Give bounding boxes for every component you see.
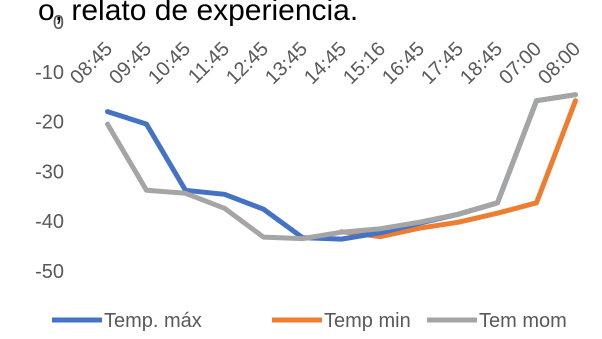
- y-tick-label: 0: [53, 12, 64, 34]
- x-tick-label: 08:45: [66, 38, 117, 89]
- x-tick-label: 11:45: [184, 38, 234, 88]
- x-tick-label: 18:45: [456, 38, 507, 89]
- series-line-3: [105, 92, 578, 242]
- y-tick-label: -20: [35, 112, 64, 134]
- x-tick-label: 10:45: [144, 38, 195, 89]
- x-tick-label: 17:45: [417, 38, 468, 89]
- x-tick-label: 13:45: [261, 38, 312, 89]
- x-tick-label: 15:16: [339, 38, 390, 89]
- y-axis-ticks: 0 -10 -20 -30 -40 -50: [35, 12, 64, 283]
- y-tick-label: -40: [35, 211, 64, 233]
- y-tick-label: -30: [35, 161, 64, 183]
- series-line-2: [339, 98, 578, 240]
- x-axis-ticks: 08:4509:4510:4511:4512:4513:4514:4515:16…: [66, 38, 585, 89]
- x-tick-label: 07:00: [495, 38, 546, 89]
- legend-label: Temp. máx: [104, 310, 202, 332]
- legend: Temp. máx Temp min Tem mom: [52, 310, 567, 332]
- series-line-1: [105, 92, 578, 242]
- x-tick-label: 16:45: [378, 38, 429, 89]
- x-tick-label: 12:45: [222, 38, 273, 89]
- y-tick-label: -10: [35, 62, 64, 84]
- legend-label: Temp min: [324, 310, 411, 332]
- x-tick-label: 08:00: [534, 38, 585, 89]
- legend-label: Tem mom: [479, 310, 567, 332]
- chart-title: o, relato de experiencia.: [38, 0, 358, 27]
- x-tick-label: 09:45: [105, 38, 156, 89]
- series-lines: [105, 92, 578, 242]
- x-tick-label: 14:45: [300, 38, 351, 89]
- y-tick-label: -50: [35, 261, 64, 283]
